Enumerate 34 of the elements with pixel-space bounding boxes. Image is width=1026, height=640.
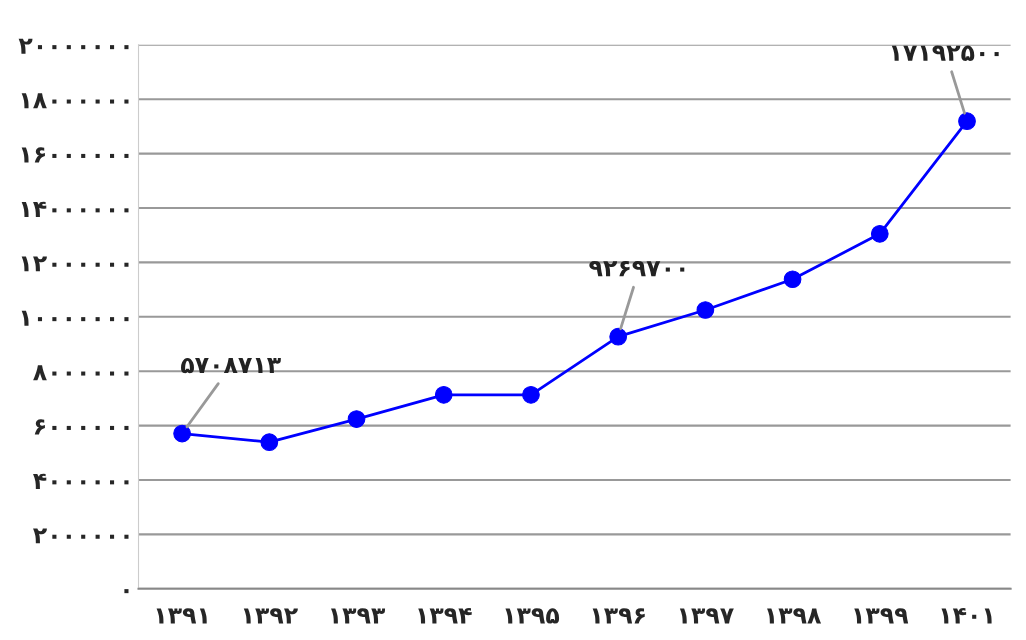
x-tick-label: ۱۳۹۷ [679,608,734,624]
x-tick-label: ۱۳۹۸ [767,608,822,624]
data-label: ۹۲۶۹۷۰۰ [589,260,685,277]
y-tick-label: ۲۰۰۰۰۰۰ [33,528,129,544]
x-tick-label: ۱۳۹۱ [156,608,207,624]
x-tick-label: ۱۳۹۵ [505,608,560,624]
x-tick-label: ۱۳۹۴ [418,608,472,624]
point [609,327,628,346]
point [434,386,453,404]
y-tick-label: ۱۸۰۰۰۰۰۰ [21,93,129,109]
point [958,112,976,131]
data-label: ۱۷۱۹۲۵۰۰ [891,45,999,61]
y-tick-label: ۱۰۰۰۰۰۰۰ [21,310,129,326]
y-tick-label: ۱۴۰۰۰۰۰۰ [21,201,129,217]
point [870,224,889,243]
point [522,386,540,404]
point [783,270,802,289]
x-tick-label: ۱۳۹۶ [592,608,645,624]
x-tick-label: ۱۴۰۱ [941,608,992,624]
point [173,424,191,443]
point [260,433,279,452]
y-tick-label: ۰ [124,589,129,594]
y-tick-label: ۲۰۰۰۰۰۰۰ [18,38,129,54]
y-tick-label: ۴۰۰۰۰۰۰ [33,473,129,489]
data-label: ۵۷۰۸۷۱۳ [181,357,281,374]
point [696,301,715,319]
y-tick-label: ۸۰۰۰۰۰۰ [33,365,129,381]
point [347,410,366,428]
x-tick-label: ۱۳۹۹ [854,608,909,624]
x-tick-label: ۱۳۹۳ [331,608,386,624]
y-tick-label: ۱۲۰۰۰۰۰۰ [21,256,129,272]
x-tick-label: ۱۳۹۲ [243,608,298,624]
y-tick-label: ۶۰۰۰۰۰۰ [34,419,129,435]
y-tick-label: ۱۶۰۰۰۰۰۰ [21,147,129,163]
